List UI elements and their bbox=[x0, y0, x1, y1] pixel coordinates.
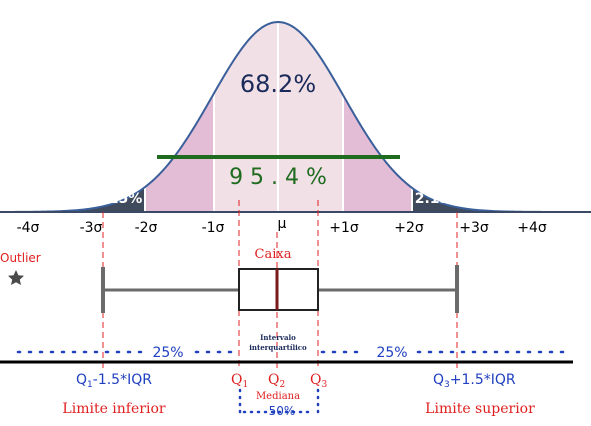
iqr-label-line1: Intervalo bbox=[260, 333, 296, 342]
sigma-axis: -4σ -3σ -2σ -1σ μ +1σ +2σ +3σ +4σ bbox=[17, 216, 547, 236]
sigma-tick-minus4: -4σ bbox=[17, 220, 40, 236]
tail-left-region bbox=[74, 22, 145, 212]
sigma-tick-minus1: -1σ bbox=[202, 220, 225, 236]
sigma-tick-minus3: -3σ bbox=[80, 220, 103, 236]
pct-50-label: 50% bbox=[269, 404, 296, 418]
bell-curve-outline bbox=[0, 20, 590, 213]
q1-label: Q1 bbox=[231, 372, 248, 390]
sigma-tick-mu: μ bbox=[278, 216, 287, 232]
iqr-label-line2: interquartílico bbox=[249, 343, 307, 352]
upper-limit-formula: Q3+1.5*IQR bbox=[433, 372, 516, 390]
lower-limit-label: Limite inferior bbox=[62, 401, 165, 417]
pct-95-label: 9 5 . 4 % bbox=[229, 165, 327, 190]
tail-right-pct: 2.15% bbox=[415, 191, 464, 207]
sigma-tick-plus4: +4σ bbox=[517, 220, 547, 236]
mediana-label: Mediana bbox=[256, 391, 300, 402]
extreme-tail-right bbox=[483, 22, 591, 212]
pct-25-right-label: 25% bbox=[376, 345, 407, 361]
sigma-tick-plus1: +1σ bbox=[329, 220, 359, 236]
pct-68-label: 68.2% bbox=[240, 70, 316, 98]
caixa-label: Caixa bbox=[255, 247, 292, 262]
outlier-star-icon bbox=[8, 270, 24, 285]
tail-right-region bbox=[412, 22, 483, 212]
pct-50-bracket bbox=[238, 388, 320, 414]
upper-limit-label: Limite superior bbox=[425, 401, 535, 417]
q2-label: Q2 bbox=[268, 372, 285, 390]
sigma-tick-minus2: -2σ bbox=[135, 220, 158, 236]
extreme-tail-left bbox=[0, 22, 74, 212]
outlier-label: Outlier bbox=[0, 251, 41, 265]
pct-25-left-label: 25% bbox=[152, 345, 183, 361]
band-left-2sigma bbox=[145, 22, 214, 212]
sigma-tick-plus2: +2σ bbox=[394, 220, 424, 236]
q3-label: Q3 bbox=[310, 372, 327, 390]
lower-limit-formula: Q1-1.5*IQR bbox=[76, 372, 152, 390]
sigma-tick-plus3: +3σ bbox=[459, 220, 489, 236]
box-plot bbox=[101, 265, 459, 313]
tail-left-pct: 2.15% bbox=[94, 191, 143, 207]
